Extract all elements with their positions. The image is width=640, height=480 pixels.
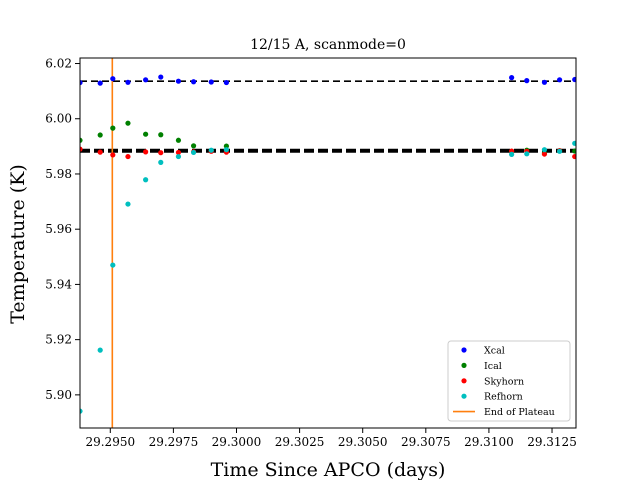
refhorn-point bbox=[143, 177, 149, 183]
legend-label-xcal: Xcal bbox=[484, 346, 505, 357]
x-axis-label: Time Since APCO (days) bbox=[211, 459, 446, 480]
plot-area bbox=[80, 58, 576, 428]
refhorn-point bbox=[125, 201, 131, 207]
ical-point bbox=[572, 148, 576, 154]
xcal-point bbox=[190, 79, 197, 85]
legend-marker-refhorn bbox=[461, 393, 467, 399]
xcal-point bbox=[541, 79, 548, 85]
ical-point bbox=[158, 132, 164, 138]
refhorn-point bbox=[556, 148, 563, 154]
y-tick-label: 6.02 bbox=[45, 57, 72, 71]
skyhorn-point bbox=[110, 152, 116, 158]
refhorn-point bbox=[158, 159, 164, 165]
legend-marker-ical bbox=[461, 362, 467, 368]
xcal-point bbox=[572, 76, 576, 83]
xcal-point bbox=[125, 79, 131, 85]
skyhorn-point bbox=[143, 149, 149, 155]
ical-point bbox=[175, 137, 182, 143]
x-tick-label: 29.2950 bbox=[85, 435, 135, 449]
x-tick-label: 29.3075 bbox=[401, 435, 451, 449]
ical-point bbox=[80, 137, 83, 143]
x-tick-label: 29.3100 bbox=[464, 435, 514, 449]
ical-point bbox=[190, 143, 197, 149]
x-tick-label: 29.3050 bbox=[338, 435, 388, 449]
y-axis-ticks: 5.90 5.92 5.94 5.96 5.98 6.00 6.02 bbox=[45, 57, 80, 402]
refhorn-point bbox=[524, 151, 530, 157]
x-tick-label: 29.3125 bbox=[527, 435, 577, 449]
skyhorn-point bbox=[125, 153, 131, 160]
y-tick-label: 5.90 bbox=[45, 388, 72, 402]
y-tick-label: 5.92 bbox=[45, 333, 72, 347]
y-tick-label: 5.94 bbox=[45, 277, 72, 291]
y-tick-label: 6.00 bbox=[45, 112, 72, 126]
refhorn-point bbox=[80, 408, 83, 414]
xcal-point bbox=[509, 75, 515, 81]
x-tick-label: 29.2975 bbox=[149, 435, 199, 449]
skyhorn-point bbox=[175, 149, 182, 156]
ical-point bbox=[143, 131, 149, 137]
skyhorn-point bbox=[572, 153, 576, 160]
refhorn-point bbox=[97, 347, 103, 353]
ical-point bbox=[125, 120, 131, 126]
legend-marker-skyhorn bbox=[461, 378, 467, 384]
x-tick-label: 29.3025 bbox=[275, 435, 325, 449]
skyhorn-point bbox=[541, 151, 548, 157]
refhorn-point bbox=[541, 147, 548, 153]
refhorn-point bbox=[190, 149, 197, 156]
legend: Xcal Ical Skyhorn Refhorn End of Plateau bbox=[447, 340, 571, 422]
xcal-point bbox=[175, 78, 182, 84]
xcal-point bbox=[143, 77, 149, 83]
legend-label-refhorn: Refhorn bbox=[484, 392, 523, 403]
xcal-point bbox=[80, 79, 83, 86]
refhorn-point bbox=[110, 262, 116, 268]
y-tick-label: 5.96 bbox=[45, 222, 72, 236]
xcal-point bbox=[556, 77, 563, 83]
refhorn-point bbox=[572, 140, 576, 146]
chart-title: 12/15 A, scanmode=0 bbox=[250, 37, 406, 53]
ical-point bbox=[223, 143, 230, 149]
xcal-point bbox=[110, 76, 116, 82]
xcal-point bbox=[208, 79, 214, 85]
legend-marker-xcal bbox=[461, 347, 467, 353]
refhorn-point bbox=[223, 147, 230, 153]
skyhorn-point bbox=[80, 146, 83, 152]
x-tick-label: 29.3000 bbox=[212, 435, 262, 449]
legend-label-ical: Ical bbox=[484, 361, 502, 372]
xcal-point bbox=[97, 80, 103, 86]
y-axis-label: Temperature (K) bbox=[7, 164, 29, 324]
xcal-point bbox=[158, 74, 164, 80]
ical-point bbox=[110, 125, 116, 131]
legend-label-skyhorn: Skyhorn bbox=[484, 376, 524, 387]
refhorn-point bbox=[175, 153, 182, 160]
y-tick-label: 5.98 bbox=[45, 167, 72, 181]
x-axis-ticks: 29.2950 29.2975 29.3000 29.3025 29.3050 29.30… bbox=[85, 428, 577, 449]
refhorn-point bbox=[509, 151, 515, 157]
legend-box bbox=[447, 340, 571, 422]
xcal-point bbox=[223, 79, 230, 86]
legend-label-end-of-plateau: End of Plateau bbox=[484, 407, 555, 418]
plot-frame bbox=[79, 57, 577, 429]
skyhorn-point bbox=[97, 149, 103, 155]
ical-point bbox=[97, 132, 103, 138]
xcal-point bbox=[524, 78, 530, 84]
skyhorn-point bbox=[158, 150, 164, 156]
refhorn-point bbox=[208, 147, 214, 153]
